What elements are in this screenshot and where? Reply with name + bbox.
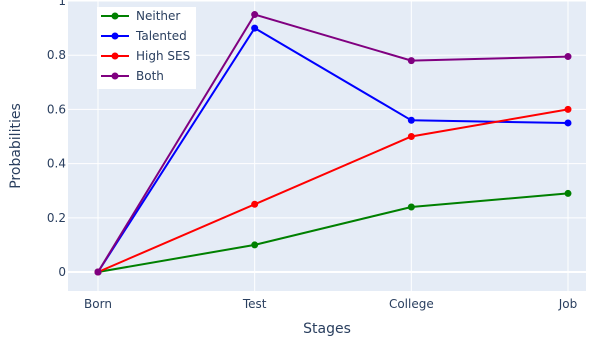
y-tick-label: 1: [58, 0, 66, 8]
y-axis-title: Probabilities: [8, 103, 24, 189]
data-point: [407, 133, 415, 141]
data-series: [94, 11, 572, 276]
series-both: [94, 11, 572, 276]
legend-label: Talented: [135, 29, 187, 43]
legend-item[interactable]: Neither: [101, 9, 180, 23]
data-point: [564, 189, 572, 197]
legend-swatch-marker: [111, 52, 119, 60]
grid-lines: [68, 0, 586, 291]
data-point: [407, 57, 415, 65]
y-tick-label: 0.4: [47, 157, 66, 171]
data-point: [407, 116, 415, 124]
data-point: [407, 203, 415, 211]
data-point: [94, 268, 102, 276]
y-tick-label: 0: [58, 265, 66, 279]
legend-item[interactable]: Both: [101, 69, 164, 83]
legend: Neither Talented High SES Both: [97, 7, 196, 89]
x-tick-label: Job: [558, 297, 578, 311]
legend-swatch-marker: [111, 32, 119, 40]
series-line: [97, 192, 569, 273]
legend-swatch-marker: [111, 72, 119, 80]
tick-labels: 0 0.2 0.4 0.6 0.8 1 Born Test College Job: [47, 0, 577, 311]
x-tick-label: Test: [242, 297, 267, 311]
data-point: [251, 11, 259, 19]
x-tick-label: Born: [84, 297, 112, 311]
legend-label: High SES: [136, 49, 190, 63]
series-line: [97, 26, 569, 273]
y-tick-label: 0.2: [47, 211, 66, 225]
legend-item[interactable]: Talented: [101, 29, 187, 43]
y-tick-label: 0.6: [47, 102, 66, 116]
data-point: [251, 24, 259, 32]
data-point: [564, 53, 572, 61]
legend-item[interactable]: High SES: [101, 49, 190, 63]
series-line: [97, 108, 569, 273]
x-tick-label: College: [389, 297, 434, 311]
x-axis-title: Stages: [303, 321, 351, 337]
data-point: [251, 200, 259, 208]
legend-swatch-marker: [111, 12, 119, 20]
y-tick-label: 0.8: [47, 48, 66, 62]
legend-label: Neither: [136, 9, 180, 23]
series-line: [97, 13, 569, 273]
data-point: [564, 119, 572, 127]
legend-label: Both: [136, 69, 164, 83]
data-point: [564, 105, 572, 113]
data-point: [251, 241, 259, 249]
